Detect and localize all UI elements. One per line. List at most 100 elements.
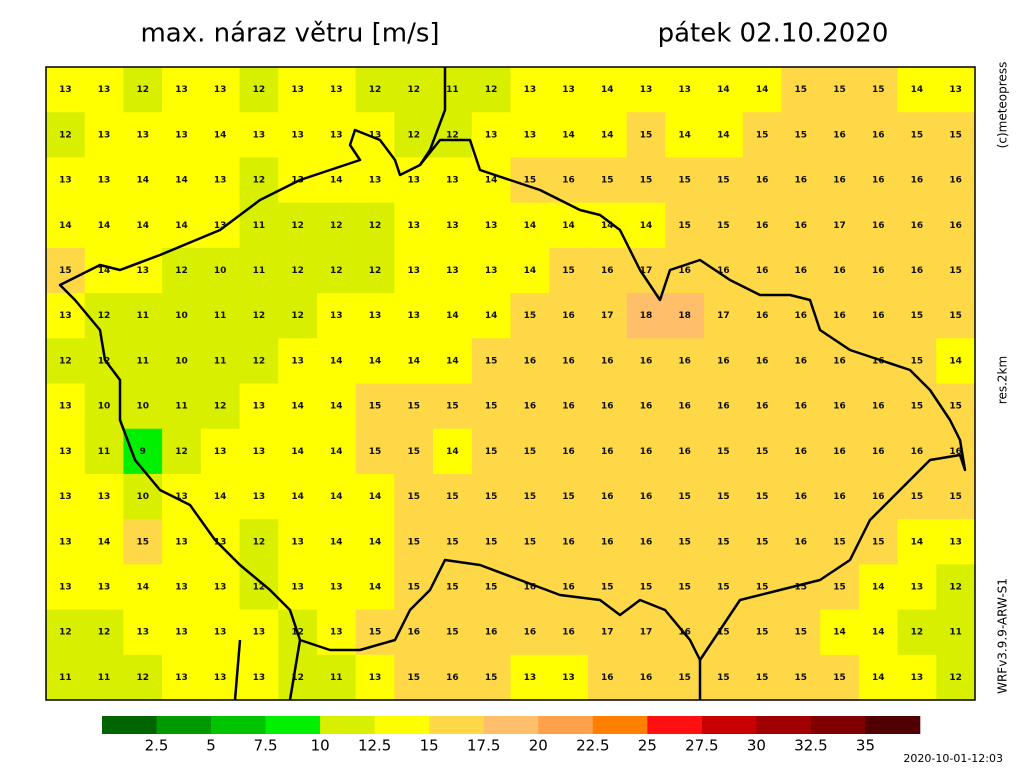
field-value: 15 xyxy=(369,402,382,412)
field-value: 15 xyxy=(485,537,498,547)
field-cell xyxy=(781,428,821,475)
colorbar-swatch xyxy=(647,716,703,734)
field-cell xyxy=(239,473,279,520)
field-cell xyxy=(858,293,899,339)
field-value: 16 xyxy=(911,447,924,457)
field-value: 13 xyxy=(640,85,653,95)
field-cell xyxy=(239,67,279,113)
field-value: 14 xyxy=(369,492,382,502)
field-value: 14 xyxy=(137,582,150,592)
field-value: 16 xyxy=(601,266,614,276)
field-value: 16 xyxy=(795,356,808,366)
field-value: 16 xyxy=(872,311,885,321)
field-value: 15 xyxy=(446,537,459,547)
field-cell xyxy=(162,428,202,475)
field-cell xyxy=(471,564,511,611)
field-value: 14 xyxy=(756,85,769,95)
field-value: 13 xyxy=(446,221,459,231)
field-cell xyxy=(200,247,241,294)
field-value: 13 xyxy=(175,537,188,547)
field-value: 16 xyxy=(872,447,885,457)
field-value: 14 xyxy=(485,311,498,321)
field-cell xyxy=(587,564,628,611)
field-value: 13 xyxy=(485,130,498,140)
field-value: 13 xyxy=(330,628,343,638)
field-value: 14 xyxy=(562,221,575,231)
field-value: 12 xyxy=(253,85,266,95)
field-cell xyxy=(84,293,124,339)
colorbar-label: 30 xyxy=(747,737,766,755)
field-value: 15 xyxy=(756,673,769,683)
field-cell xyxy=(433,67,473,113)
field-cell xyxy=(200,67,241,113)
field-cell xyxy=(84,202,124,249)
colorbar-swatch xyxy=(592,716,648,734)
field-cell xyxy=(84,519,124,565)
field-cell xyxy=(820,654,860,701)
field-value: 13 xyxy=(98,130,111,140)
colorbar-label: 25 xyxy=(638,737,657,755)
field-cell xyxy=(858,609,899,656)
field-cell xyxy=(510,112,550,158)
field-cell xyxy=(742,564,782,611)
field-cell xyxy=(665,157,705,204)
field-value: 15 xyxy=(756,582,769,592)
field-cell xyxy=(46,428,86,475)
field-value: 14 xyxy=(291,402,304,412)
field-value: 15 xyxy=(949,311,962,321)
field-cell xyxy=(162,383,202,430)
field-cell xyxy=(355,564,395,611)
field-value: 13 xyxy=(407,311,420,321)
field-value: 12 xyxy=(291,221,304,231)
field-value: 15 xyxy=(446,492,459,502)
field-value: 11 xyxy=(949,628,962,638)
field-value: 11 xyxy=(253,266,266,276)
field-value: 13 xyxy=(59,176,72,186)
field-value: 15 xyxy=(678,492,691,502)
field-cell xyxy=(781,157,821,204)
field-value: 13 xyxy=(524,673,537,683)
field-cell xyxy=(858,202,899,249)
field-cell xyxy=(471,338,511,384)
field-value: 15 xyxy=(485,447,498,457)
field-value: 16 xyxy=(601,492,614,502)
field-cell xyxy=(704,654,744,701)
field-cell xyxy=(278,564,318,611)
field-value: 16 xyxy=(640,537,653,547)
field-value: 15 xyxy=(678,582,691,592)
field-cell xyxy=(355,654,395,701)
field-value: 15 xyxy=(407,402,420,412)
field-value: 16 xyxy=(524,402,537,412)
field-value: 13 xyxy=(214,673,227,683)
field-cell xyxy=(200,293,241,339)
field-value: 16 xyxy=(717,356,730,366)
field-cell xyxy=(665,654,705,701)
field-cell xyxy=(936,202,976,249)
field-value: 12 xyxy=(253,311,266,321)
field-value: 16 xyxy=(911,266,924,276)
field-cell xyxy=(626,157,666,204)
field-cell xyxy=(897,112,937,158)
field-cell xyxy=(587,654,628,701)
field-value: 14 xyxy=(137,221,150,231)
field-value: 14 xyxy=(949,356,962,366)
field-value: 16 xyxy=(833,311,846,321)
field-value: 12 xyxy=(175,447,188,457)
field-value: 14 xyxy=(601,85,614,95)
field-value: 10 xyxy=(137,402,150,412)
field-value: 13 xyxy=(524,85,537,95)
field-cell xyxy=(471,247,511,294)
field-value: 16 xyxy=(911,221,924,231)
field-value: 13 xyxy=(175,628,188,638)
field-value: 15 xyxy=(949,492,962,502)
field-cell xyxy=(239,157,279,204)
field-cell xyxy=(239,564,279,611)
field-value: 15 xyxy=(756,492,769,502)
field-cell xyxy=(510,654,550,701)
neighbor-border xyxy=(233,639,242,701)
field-cell xyxy=(936,564,976,611)
field-value: 13 xyxy=(291,537,304,547)
field-cell xyxy=(394,609,434,656)
field-value: 14 xyxy=(524,266,537,276)
field-value: 18 xyxy=(678,311,691,321)
